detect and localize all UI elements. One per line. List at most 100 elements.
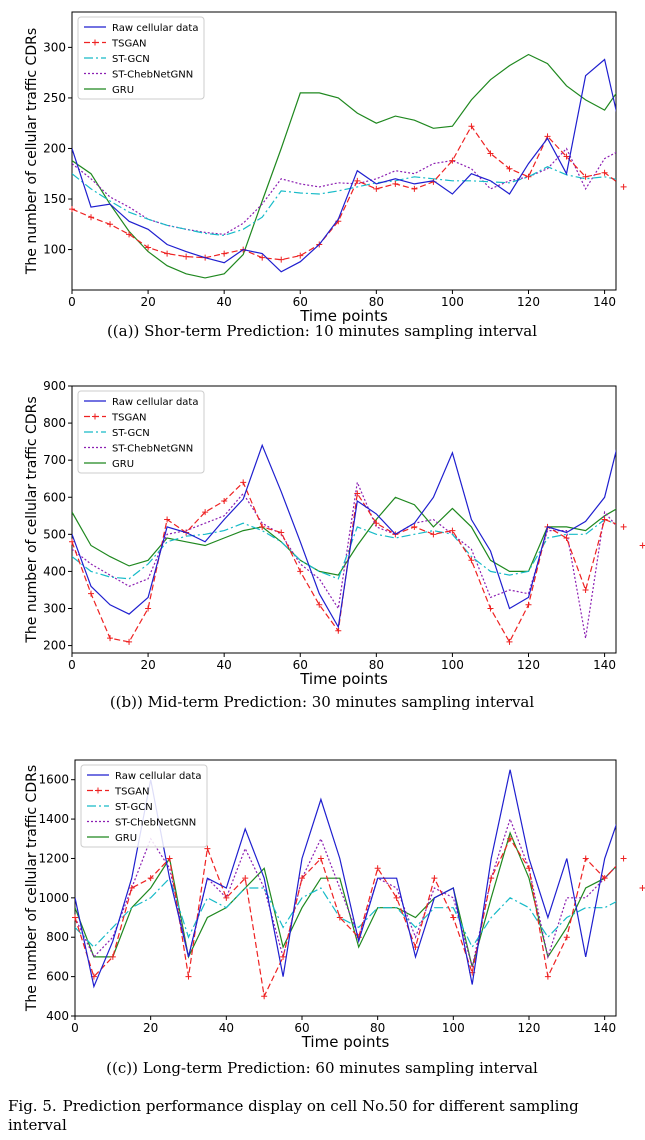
legend-label-st-gcn: ST-GCN: [112, 428, 150, 439]
x-tick-label: 0: [68, 295, 76, 309]
x-tick-label: 40: [219, 1021, 234, 1035]
y-tick-label: 1000: [38, 891, 69, 905]
series-point-tsgan: [506, 638, 513, 645]
chart-panel-3: 0 20 40 60 80 100 120 140 400 600 800 1000 1200 1400 1…: [24, 759, 645, 1077]
series-point-tsgan: [145, 605, 152, 612]
x-tick-label: 140: [593, 1021, 616, 1035]
series-line-gru: [72, 53, 616, 279]
y-tick-label: 150: [43, 192, 66, 206]
legend-label-tsgan: TSGAN: [114, 787, 150, 798]
series-point-tsgan: [601, 516, 608, 523]
legend-label-raw-cellular-data: Raw cellular data: [112, 397, 198, 408]
x-axis-label: Time points: [299, 307, 388, 325]
series-point-tsgan: [582, 586, 589, 593]
y-tick-label: 1400: [38, 812, 69, 826]
series-point-tsgan: [393, 894, 400, 901]
series-point-tsgan: [336, 914, 343, 921]
x-tick-label: 60: [294, 1021, 309, 1035]
series-point-tsgan: [374, 865, 381, 872]
figure-caption: Fig. 5. Prediction performance display on…: [8, 1097, 638, 1135]
series-point-tsgan: [525, 601, 532, 608]
series-point-tsgan: [430, 531, 437, 538]
subcaption: ((c)) Long-term Prediction: 60 minutes s…: [106, 1059, 538, 1077]
x-axis-label: Time points: [299, 670, 388, 688]
series-point-tsgan: [126, 638, 133, 645]
series-line-st-gcn: [72, 518, 616, 580]
series-point-tsgan: [563, 535, 570, 542]
x-tick-label: 120: [517, 295, 540, 309]
series-point-tsgan: [183, 253, 190, 260]
x-tick-label: 120: [518, 1021, 541, 1035]
x-tick-label: 80: [369, 295, 384, 309]
series-point-tsgan: [488, 875, 495, 882]
legend-label-st-chebnetgnn: ST-ChebNetGNN: [115, 818, 196, 829]
y-tick-label: 800: [46, 930, 69, 944]
series-point-tsgan: [392, 180, 399, 187]
y-tick-label: 800: [43, 416, 66, 430]
series-line-raw-cellular-data: [72, 58, 616, 273]
y-tick-label: 200: [43, 639, 66, 653]
series-point-tsgan: [185, 973, 192, 980]
series-point-tsgan: [620, 183, 627, 190]
series-point-tsgan: [601, 169, 608, 176]
series-point-tsgan: [164, 250, 171, 257]
series-point-tsgan: [449, 527, 456, 534]
y-axis-label: The number of cellular traffic CDRs: [24, 396, 40, 643]
series-point-tsgan: [468, 557, 475, 564]
series-point-tsgan: [582, 855, 589, 862]
y-tick-label: 200: [43, 141, 66, 155]
series-point-tsgan: [221, 497, 228, 504]
series-point-tsgan: [221, 250, 228, 257]
legend-box: [77, 390, 205, 474]
x-tick-label: 20: [140, 295, 155, 309]
series-point-tsgan: [278, 529, 285, 536]
x-tick-label: 80: [370, 1021, 385, 1035]
series-point-tsgan: [354, 177, 361, 184]
series-line-st-gcn: [72, 166, 616, 237]
series-point-tsgan: [166, 855, 173, 862]
legend-box: [77, 16, 205, 100]
legend-label-tsgan: TSGAN: [111, 413, 147, 424]
legend-label-gru: GRU: [112, 459, 134, 470]
series-point-tsgan: [297, 252, 304, 259]
x-tick-label: 0: [71, 1021, 79, 1035]
x-tick-label: 100: [442, 1021, 465, 1035]
y-tick-label: 700: [43, 453, 66, 467]
series-point-tsgan: [639, 885, 645, 891]
y-tick-label: 300: [43, 602, 66, 616]
series-line-st-chebnetgnn: [72, 480, 616, 639]
x-tick-label: 60: [293, 295, 308, 309]
y-tick-label: 600: [43, 490, 66, 504]
series-line-raw-cellular-data: [75, 769, 616, 989]
figure-caption-text: Prediction performance display on cell N…: [8, 1097, 579, 1134]
x-tick-label: 100: [441, 295, 464, 309]
series-point-tsgan: [278, 256, 285, 263]
series-point-tsgan: [107, 635, 114, 642]
y-tick-label: 1200: [38, 851, 69, 865]
series-point-tsgan: [88, 590, 95, 597]
legend-marker-tsgan: [92, 413, 98, 420]
y-tick-label: 400: [43, 564, 66, 578]
legend-label-st-chebnetgnn: ST-ChebNetGNN: [112, 444, 193, 455]
y-tick-label: 900: [43, 379, 66, 393]
series-line-tsgan: [72, 125, 616, 261]
series-point-tsgan: [601, 875, 608, 882]
subcaption: ((b)) Mid-term Prediction: 30 minutes sa…: [110, 693, 535, 711]
series-point-tsgan: [449, 157, 456, 164]
y-tick-label: 100: [43, 243, 66, 257]
legend-label-gru: GRU: [115, 833, 137, 844]
series-point-tsgan: [204, 845, 211, 852]
series-point-tsgan: [373, 185, 380, 192]
x-tick-label: 60: [293, 658, 308, 672]
chart-panel-1: 0 20 40 60 80 100 120 140 100 150 200 250 300 Time po…: [24, 11, 627, 340]
y-tick-label: 500: [43, 527, 66, 541]
series-point-tsgan: [563, 934, 570, 941]
y-tick-label: 600: [46, 970, 69, 984]
series-point-tsgan: [72, 914, 78, 921]
series-point-tsgan: [487, 605, 494, 612]
series-point-tsgan: [88, 214, 95, 221]
series-point-tsgan: [525, 173, 532, 180]
series-point-tsgan: [487, 150, 494, 157]
x-tick-label: 120: [517, 658, 540, 672]
series-point-tsgan: [280, 953, 287, 960]
